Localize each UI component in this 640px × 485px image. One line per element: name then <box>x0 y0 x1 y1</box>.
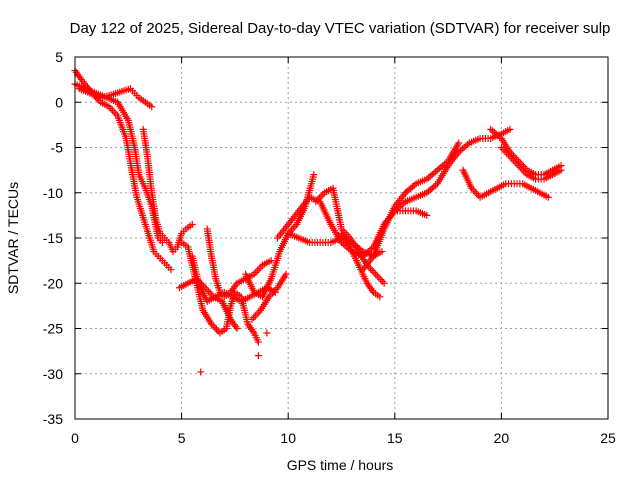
data-point-track-n <box>376 293 384 301</box>
data-point-track-m <box>368 267 376 275</box>
y-axis-label: SDTVAR / TECUs <box>5 182 21 294</box>
data-point-track-m <box>372 270 380 278</box>
data-point-track-i <box>289 224 297 232</box>
y-tick-label: -30 <box>43 366 63 382</box>
data-point-track-l <box>378 248 386 256</box>
data-point-track-m <box>373 272 381 280</box>
y-tick-label: 0 <box>55 94 63 110</box>
data-point-isolated <box>197 368 205 376</box>
data-point-track-m <box>380 279 388 287</box>
x-tick-label: 25 <box>600 430 616 446</box>
data-point-track-a <box>109 106 117 114</box>
y-tick-label: -35 <box>43 411 63 427</box>
data-point-track-j <box>282 270 290 278</box>
data-point-track-r <box>544 193 552 201</box>
data-point-track-h <box>255 265 263 273</box>
x-tick-label: 20 <box>494 430 510 446</box>
x-tick-label: 15 <box>387 430 403 446</box>
data-point-track-e <box>211 324 219 332</box>
y-tick-label: -10 <box>43 185 63 201</box>
chart-title: Day 122 of 2025, Sidereal Day-to-day VTE… <box>70 20 611 37</box>
data-point-track-h <box>253 267 261 275</box>
data-point-track-j <box>250 314 258 322</box>
y-tick-label: -25 <box>43 321 63 337</box>
data-point-track-m <box>377 276 385 284</box>
data-point-track-q <box>423 211 431 219</box>
data-point-track-b <box>158 239 166 247</box>
data-point-track-m <box>378 277 386 285</box>
y-tick-label: -5 <box>51 140 64 156</box>
data-point-track-g <box>233 325 241 332</box>
data-point-track-r <box>471 188 479 196</box>
x-tick-label: 10 <box>280 430 296 446</box>
y-tick-label: -20 <box>43 275 63 291</box>
data-point-isolated <box>263 329 271 337</box>
data-point-track-i <box>288 226 296 234</box>
x-tick-label: 0 <box>71 430 79 446</box>
y-tick-label: -15 <box>43 230 63 246</box>
data-point-track-e <box>254 338 262 346</box>
data-point-track-j <box>251 312 259 320</box>
data-point-track-a <box>167 266 175 274</box>
y-axis-ticks: 5 0 -5 -10 -15 -20 -25 -30 -35 <box>43 49 608 427</box>
data-point-track-c <box>148 103 156 111</box>
x-axis-label: GPS time / hours <box>287 457 394 473</box>
data-point-track-a <box>110 108 118 116</box>
data-point-track-t <box>557 166 565 174</box>
data-point-track-m <box>375 274 383 282</box>
data-point-track-p <box>506 125 514 133</box>
data-points <box>71 67 565 376</box>
y-tick-label: 5 <box>55 49 63 65</box>
data-point-track-i <box>310 171 318 179</box>
data-point-track-d <box>188 220 196 228</box>
data-point-track-j <box>253 310 261 318</box>
x-tick-label: 5 <box>178 430 186 446</box>
data-point-isolated <box>254 352 262 360</box>
x-axis-ticks: 0 5 10 15 20 25 <box>71 57 616 446</box>
data-point-track-o <box>455 139 463 147</box>
data-point-track-m <box>370 268 378 276</box>
